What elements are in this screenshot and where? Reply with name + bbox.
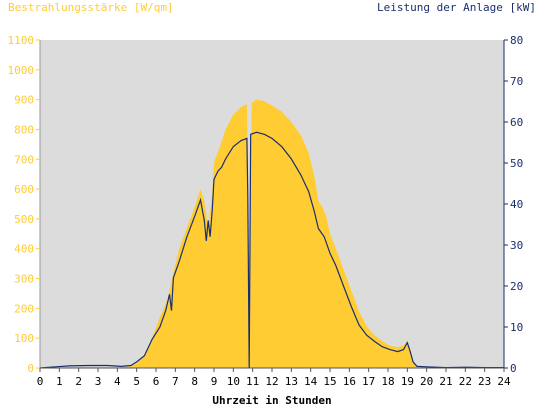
x-tick-label: 16 bbox=[343, 375, 356, 388]
x-tick-label: 1 bbox=[56, 375, 63, 388]
right-tick-label: 60 bbox=[510, 116, 523, 129]
left-tick-label: 400 bbox=[14, 243, 34, 256]
x-tick-label: 22 bbox=[459, 375, 472, 388]
x-tick-label: 18 bbox=[381, 375, 394, 388]
right-tick-label: 10 bbox=[510, 321, 523, 334]
x-tick-label: 6 bbox=[153, 375, 160, 388]
left-tick-label: 0 bbox=[27, 362, 34, 375]
x-tick-label: 4 bbox=[114, 375, 121, 388]
x-tick-label: 13 bbox=[285, 375, 298, 388]
right-tick-label: 20 bbox=[510, 280, 523, 293]
left-tick-label: 200 bbox=[14, 302, 34, 315]
left-tick-label: 700 bbox=[14, 153, 34, 166]
x-tick-label: 12 bbox=[265, 375, 278, 388]
x-tick-label: 19 bbox=[401, 375, 414, 388]
left-axis-title: Bestrahlungsstärke [W/qm] bbox=[8, 1, 174, 14]
x-tick-label: 10 bbox=[227, 375, 240, 388]
x-axis-title: Uhrzeit in Stunden bbox=[212, 394, 331, 407]
left-tick-label: 1100 bbox=[8, 34, 35, 47]
x-tick-label: 7 bbox=[172, 375, 179, 388]
left-tick-label: 600 bbox=[14, 183, 34, 196]
right-tick-label: 40 bbox=[510, 198, 523, 211]
left-tick-label: 300 bbox=[14, 273, 34, 286]
axes-layer: 0100200300400500600700800900100011000102… bbox=[8, 34, 524, 388]
right-tick-label: 50 bbox=[510, 157, 523, 170]
irradiance-area bbox=[40, 99, 504, 368]
right-tick-label: 80 bbox=[510, 34, 523, 47]
x-tick-label: 11 bbox=[246, 375, 259, 388]
x-tick-label: 0 bbox=[37, 375, 44, 388]
right-tick-label: 70 bbox=[510, 75, 523, 88]
right-axis-title: Leistung der Anlage [kW] bbox=[377, 1, 536, 14]
left-tick-label: 100 bbox=[14, 332, 34, 345]
x-tick-label: 14 bbox=[304, 375, 318, 388]
x-tick-label: 5 bbox=[133, 375, 140, 388]
left-tick-label: 500 bbox=[14, 213, 34, 226]
x-tick-label: 2 bbox=[75, 375, 82, 388]
x-tick-label: 20 bbox=[420, 375, 433, 388]
x-tick-label: 21 bbox=[439, 375, 452, 388]
x-tick-label: 17 bbox=[362, 375, 375, 388]
left-tick-label: 900 bbox=[14, 94, 34, 107]
x-tick-label: 24 bbox=[497, 375, 511, 388]
x-tick-label: 9 bbox=[211, 375, 218, 388]
x-tick-label: 15 bbox=[323, 375, 336, 388]
x-tick-label: 3 bbox=[95, 375, 102, 388]
x-tick-label: 23 bbox=[478, 375, 491, 388]
right-tick-label: 0 bbox=[510, 362, 517, 375]
left-tick-label: 1000 bbox=[8, 64, 35, 77]
left-tick-label: 800 bbox=[14, 123, 34, 136]
x-tick-label: 8 bbox=[191, 375, 198, 388]
right-tick-label: 30 bbox=[510, 239, 523, 252]
